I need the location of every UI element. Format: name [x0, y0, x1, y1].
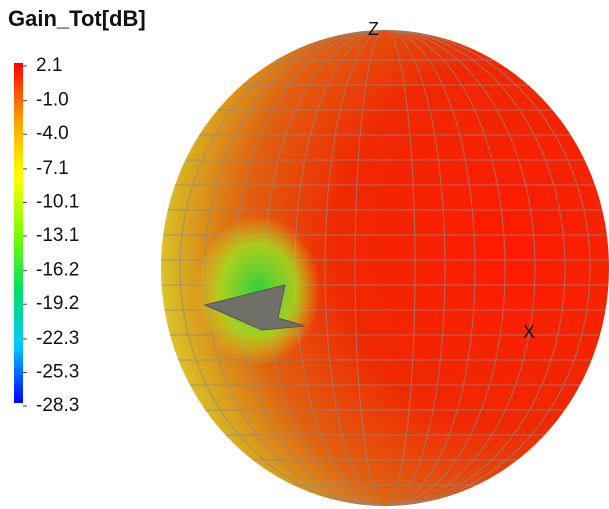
colorbar-tick-label: -7.1	[36, 158, 69, 179]
colorbar-tick-label: -1.0	[36, 90, 69, 111]
colorbar-tick-label: -13.1	[36, 225, 79, 246]
colorbar-tick-label: -25.3	[36, 361, 79, 382]
colorbar-tick-label: -22.3	[36, 328, 79, 349]
colorbar	[14, 63, 23, 403]
pattern	[161, 30, 609, 506]
chart-title: Gain_Tot[dB]	[8, 6, 146, 31]
colorbar-tick-label: -19.2	[36, 293, 79, 314]
colorbar-tick-label: -16.2	[36, 260, 79, 281]
null-region	[196, 215, 320, 365]
colorbar-tick-label: -28.3	[36, 395, 79, 416]
radiation-surface	[161, 30, 609, 506]
colorbar-tick-label: -10.1	[36, 191, 79, 212]
colorbar-tick-label: 2.1	[36, 55, 62, 76]
axis-label: X	[523, 322, 535, 342]
colorbar-tick-label: -4.0	[36, 123, 69, 144]
null-cone	[203, 284, 306, 331]
axis-label: Z	[368, 19, 379, 39]
